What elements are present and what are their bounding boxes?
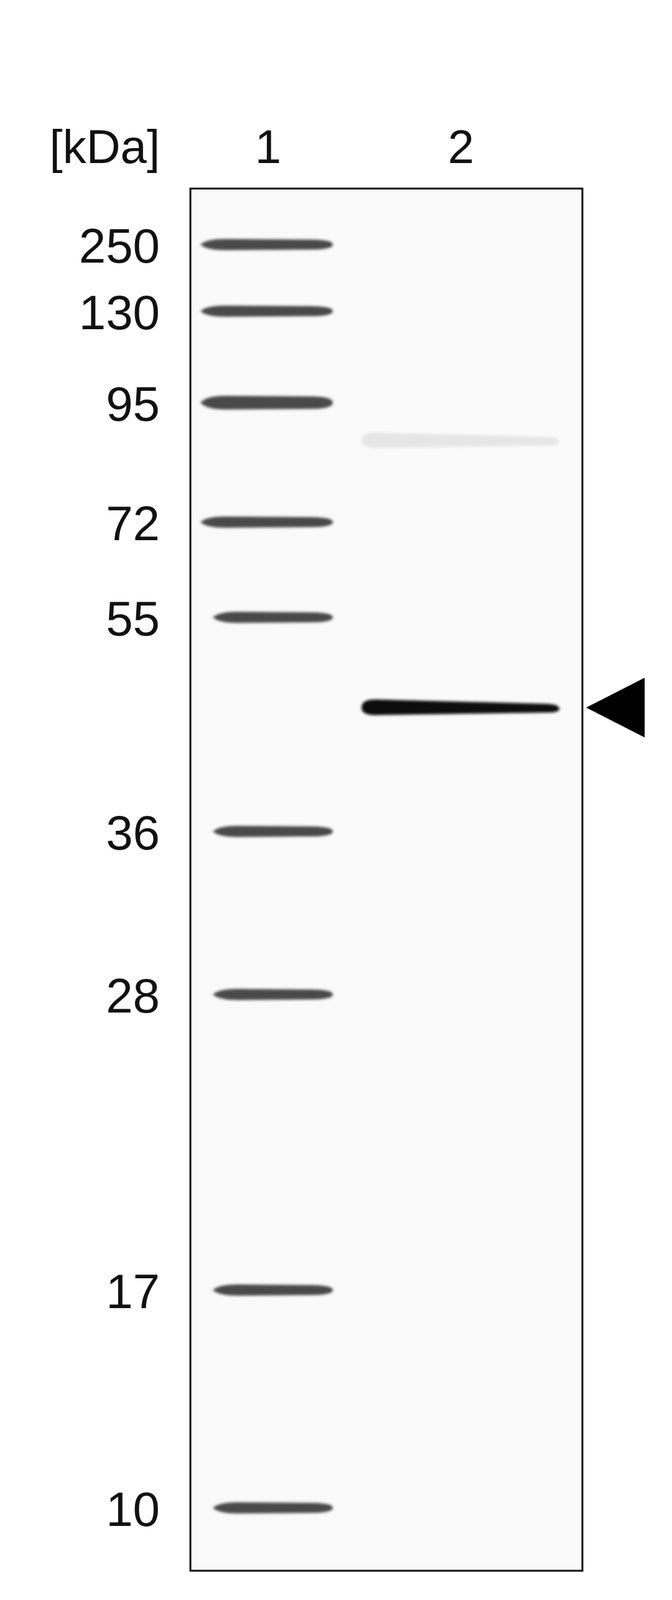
marker-band (212, 1284, 333, 1296)
bands (200, 238, 560, 1514)
tick-label: 28 (105, 968, 160, 1023)
marker-band (200, 516, 333, 528)
band-arrow (586, 677, 645, 738)
axis-tick: 72 (105, 495, 160, 551)
axis-title: [kDa] (49, 120, 160, 173)
tick-label: 95 (105, 376, 160, 432)
tick-label: 36 (105, 805, 160, 860)
axis-tick: 55 (105, 591, 160, 646)
axis-tick: 28 (105, 968, 160, 1023)
sample-band (361, 432, 560, 448)
marker-band (200, 395, 333, 410)
lane-label: 2 (448, 120, 475, 173)
blot-frame (190, 188, 583, 1571)
membrane (190, 188, 583, 1571)
axis-tick: 130 (79, 284, 160, 340)
tick-label: 10 (105, 1481, 160, 1537)
axis-tick: 10 (105, 1481, 160, 1537)
axis-tick: 250 (79, 218, 160, 274)
tick-label: 17 (105, 1263, 160, 1319)
kda-axis: 250 130 95 72 55 36 28 17 10 (79, 189, 161, 1572)
marker-band (212, 611, 333, 623)
tick-label: 72 (105, 495, 160, 551)
marker-band (200, 238, 333, 251)
tick-label: 55 (105, 591, 160, 646)
tick-label: 250 (79, 218, 160, 274)
axis-domain (159, 189, 161, 1572)
axis-tick: 36 (105, 805, 160, 860)
marker-band (212, 988, 333, 1000)
marker-band (212, 825, 333, 837)
axis-tick: 95 (105, 376, 160, 432)
blot-figure: 250 130 95 72 55 36 28 17 10 [kDa] 1 2 (0, 0, 672, 1600)
marker-band (212, 1502, 333, 1514)
marker-band (200, 305, 333, 317)
lane-label: 1 (255, 120, 282, 173)
tick-label: 130 (79, 284, 160, 340)
sample-band (361, 699, 560, 715)
axis-tick: 17 (105, 1263, 160, 1319)
